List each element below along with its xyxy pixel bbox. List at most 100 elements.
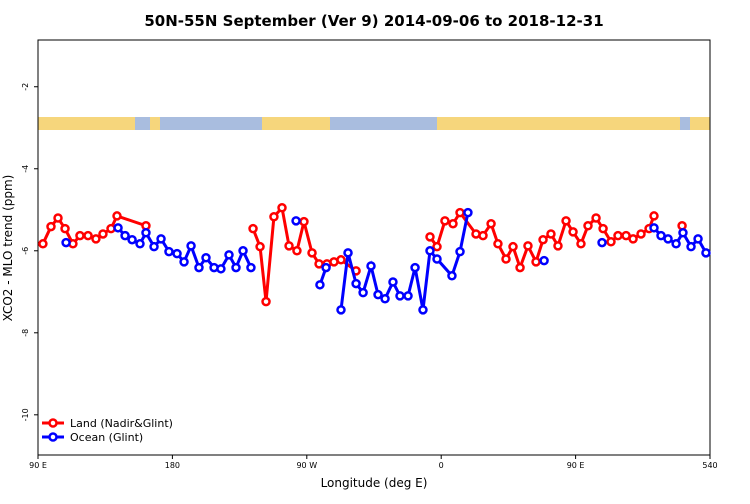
data-point (447, 271, 457, 281)
legend-label: Land (Nadir&Glint) (70, 417, 173, 430)
data-point (343, 248, 353, 258)
data-point (628, 234, 638, 244)
data-point (186, 241, 196, 251)
data-point (613, 230, 623, 241)
data-point (448, 218, 458, 229)
data-point (410, 262, 420, 273)
data-point (156, 234, 166, 244)
data-point (98, 229, 108, 239)
data-point (299, 216, 309, 227)
data-point (649, 223, 659, 233)
data-point (238, 246, 248, 256)
data-point (561, 216, 571, 226)
x-tick-label: 0 (439, 461, 444, 470)
data-point (255, 241, 265, 252)
data-point (478, 230, 488, 241)
data-point (686, 241, 696, 252)
data-point (231, 262, 241, 273)
data-point (261, 296, 271, 307)
data-point (693, 234, 703, 244)
data-point (597, 237, 607, 248)
data-point (75, 230, 85, 241)
data-point (455, 246, 465, 257)
data-point (246, 262, 256, 273)
data-point (83, 230, 93, 241)
data-point (636, 229, 646, 239)
data-point (284, 241, 294, 251)
data-point (201, 253, 211, 263)
data-point (606, 237, 616, 247)
x-tick-label: 90 E (29, 461, 47, 470)
data-point (366, 261, 376, 271)
x-tick-label: 180 (165, 461, 180, 470)
data-point (307, 248, 317, 258)
data-point (425, 232, 435, 242)
data-point (432, 254, 442, 264)
land-ocean-strip (38, 117, 710, 130)
data-point (701, 248, 711, 258)
data-point (164, 246, 174, 257)
chart-title: 50N-55N September (Ver 9) 2014-09-06 to … (144, 12, 603, 30)
data-point (135, 239, 145, 249)
data-point (336, 255, 346, 265)
data-point (591, 213, 601, 223)
data-point (179, 257, 189, 267)
data-point (403, 291, 413, 301)
x-tick-label: 540 (702, 461, 717, 470)
legend-label: Ocean (Glint) (70, 431, 143, 444)
y-tick-label: -10 (21, 408, 30, 421)
data-point (351, 278, 361, 289)
data-point (515, 262, 525, 273)
data-point (553, 241, 563, 251)
data-point (216, 264, 226, 274)
data-point (149, 241, 159, 252)
data-point (46, 221, 56, 232)
data-point (598, 223, 608, 234)
data-point (671, 239, 681, 249)
plot-frame (37, 39, 711, 456)
data-point (291, 216, 301, 226)
data-point (463, 207, 473, 218)
data-point (60, 223, 70, 234)
data-point (53, 213, 63, 223)
data-point (224, 250, 234, 260)
data-point (141, 227, 151, 238)
data-point (523, 241, 533, 251)
data-point (546, 229, 556, 239)
data-point (315, 280, 325, 290)
data-point (649, 211, 659, 221)
data-point (440, 216, 450, 226)
data-point (269, 211, 279, 222)
data-point (568, 227, 578, 237)
data-point (656, 230, 666, 241)
data-point (531, 257, 541, 267)
data-point (621, 230, 631, 241)
data-point (455, 207, 465, 218)
data-point (380, 294, 390, 304)
data-point (172, 248, 182, 259)
data-point (277, 202, 287, 213)
legend-marker (48, 418, 58, 428)
data-point (576, 239, 586, 249)
data-point (38, 239, 48, 249)
data-point (127, 234, 137, 245)
data-point (373, 289, 383, 300)
data-point (61, 237, 71, 248)
y-axis-label: XCO2 - MLO trend (ppm) (1, 175, 15, 322)
y-tick-label: -4 (21, 165, 30, 173)
legend-marker (48, 432, 58, 442)
data-point (292, 246, 302, 256)
data-point (539, 255, 549, 266)
y-tick-label: -6 (21, 247, 30, 255)
x-axis-label: Longitude (deg E) (321, 476, 428, 490)
data-point (425, 246, 435, 256)
data-point (538, 234, 548, 245)
data-point (583, 221, 593, 231)
data-point (112, 211, 122, 221)
data-point (336, 305, 346, 315)
data-point (388, 277, 398, 287)
data-point (358, 287, 368, 298)
data-point (194, 262, 204, 273)
data-point (678, 227, 688, 238)
